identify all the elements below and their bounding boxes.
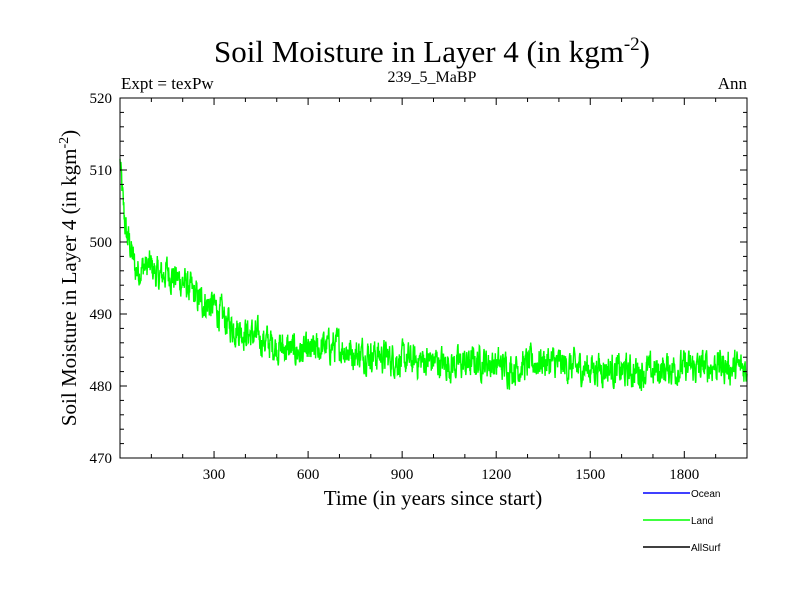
x-tick-label: 300 — [203, 467, 226, 483]
season-label: Ann — [718, 74, 748, 93]
y-axis-label: Soil Moisture in Layer 4 (in kgm-2) — [57, 130, 81, 426]
subtitle: 239_5_MaBP — [388, 69, 477, 86]
x-tick-label: 1200 — [481, 467, 511, 483]
x-axis-label: Time (in years since start) — [324, 486, 543, 510]
x-tick-label: 1500 — [575, 467, 605, 483]
y-tick-label: 480 — [90, 379, 113, 395]
y-tick-label: 500 — [90, 235, 113, 251]
series-layer — [119, 158, 748, 392]
tick-layer: 300 600 900 1200 1500 1800 470 480 490 500 510 520 — [90, 91, 747, 483]
legend-label-allsurf: AllSurf — [691, 543, 721, 554]
experiment-label: Expt = texPw — [121, 74, 214, 93]
y-tick-label: 510 — [90, 163, 113, 179]
y-tick-label: 520 — [90, 91, 113, 107]
chart-title: Soil Moisture in Layer 4 (in kgm-2) — [214, 34, 650, 69]
legend-label-land: Land — [691, 516, 713, 527]
x-tick-label: 900 — [391, 467, 414, 483]
series-line-land — [119, 158, 748, 392]
plot-frame — [119, 97, 748, 459]
legend: Ocean Land AllSurf — [643, 489, 721, 554]
y-tick-label: 490 — [90, 307, 113, 323]
legend-label-ocean: Ocean — [691, 489, 720, 500]
x-tick-label: 1800 — [669, 467, 699, 483]
x-tick-label: 600 — [297, 467, 320, 483]
y-tick-label: 470 — [90, 451, 113, 467]
